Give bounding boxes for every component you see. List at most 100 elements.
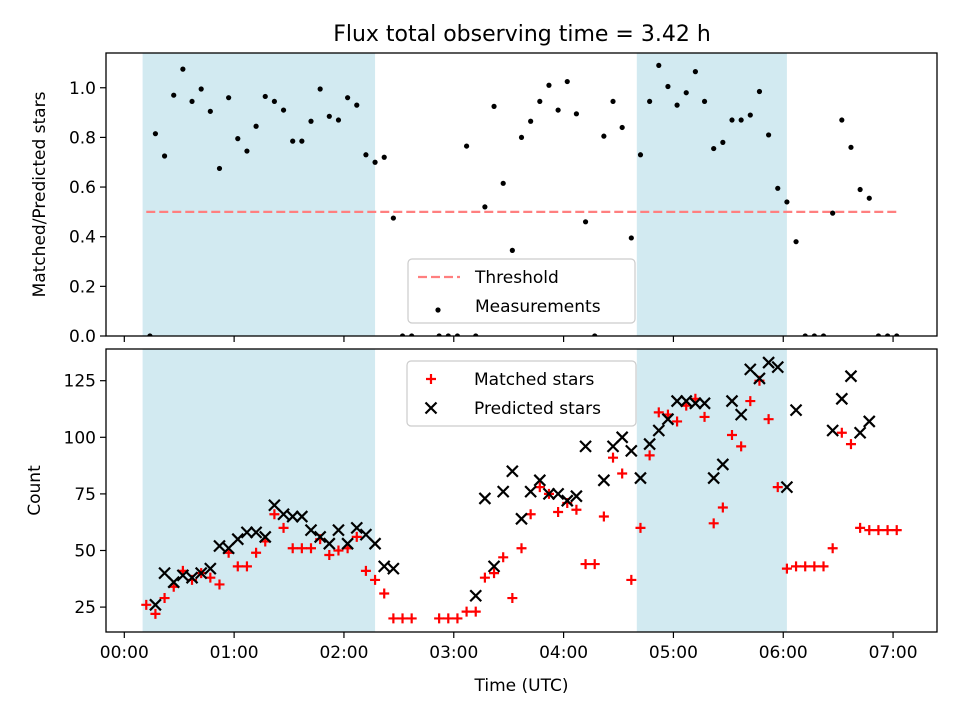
measurement-point xyxy=(335,117,342,123)
predicted-point xyxy=(332,523,345,537)
axes-frame xyxy=(105,52,938,337)
measurement-point xyxy=(180,66,186,72)
matched-point xyxy=(699,411,710,422)
matched-point xyxy=(479,572,490,583)
matched-point xyxy=(296,543,307,554)
matched-point xyxy=(589,559,600,570)
x-axis-label: Time (UTC) xyxy=(474,676,569,696)
y-tick-label: 100 xyxy=(64,428,96,448)
measurement-point xyxy=(665,83,671,90)
predicted-point xyxy=(515,512,528,526)
matched-point xyxy=(800,561,811,572)
measurement-point xyxy=(207,108,213,114)
measurement-point xyxy=(756,88,763,95)
measurement-point xyxy=(363,152,369,158)
measurement-point xyxy=(226,95,232,101)
measurement-point xyxy=(171,92,177,98)
measurement-point xyxy=(372,159,378,165)
measurement-point xyxy=(582,219,589,225)
predicted-point xyxy=(295,510,309,523)
measurement-point xyxy=(738,117,744,123)
matched-point xyxy=(241,561,252,572)
observing-window-1 xyxy=(142,53,376,336)
predicted-point xyxy=(286,510,299,523)
predicted-point xyxy=(368,537,382,550)
matched-point xyxy=(809,561,820,572)
y-tick-label: 0.0 xyxy=(69,327,96,347)
predicted-point xyxy=(377,560,391,573)
predicted-point xyxy=(524,485,537,498)
matched-point xyxy=(406,613,417,624)
measurement-point xyxy=(701,98,708,105)
y-tick-label: 0.8 xyxy=(69,128,96,148)
matched-point xyxy=(150,608,161,619)
measurement-point xyxy=(720,139,726,145)
matched-point xyxy=(608,452,619,463)
matched-point xyxy=(745,396,756,407)
predicted-point xyxy=(634,471,647,485)
measurement-point xyxy=(573,111,580,117)
predicted-point xyxy=(258,530,272,544)
predicted-point xyxy=(862,415,876,428)
matched-point xyxy=(388,613,399,624)
x-tick-label: 00:00 xyxy=(100,643,149,663)
x-tick-label: 02:00 xyxy=(319,643,368,663)
measurement-point xyxy=(491,103,497,109)
predicted-point xyxy=(560,494,574,507)
matched-point xyxy=(159,593,170,604)
predicted-point xyxy=(826,424,839,437)
x-tick-label: 06:00 xyxy=(759,643,808,663)
measurement-point xyxy=(235,136,241,142)
matched-point xyxy=(232,561,243,572)
matched-point xyxy=(836,427,847,438)
measurement-point xyxy=(674,102,680,108)
predicted-point xyxy=(625,444,638,458)
predicted-point xyxy=(469,589,483,603)
measurement-point xyxy=(839,117,845,123)
y-tick-label: 25 xyxy=(74,598,96,618)
measurement-point xyxy=(546,82,552,88)
legend-label: Predicted stars xyxy=(474,399,601,419)
predicted-point xyxy=(753,372,766,385)
matched-point xyxy=(553,507,564,518)
matched-point xyxy=(845,439,856,450)
predicted-point xyxy=(698,397,711,410)
measurement-point xyxy=(775,185,781,191)
y-tick-label: 0.4 xyxy=(69,228,96,248)
matched-point xyxy=(251,547,262,558)
matched-point xyxy=(324,550,335,561)
legend-box xyxy=(406,360,637,427)
y-tick-label: 125 xyxy=(64,372,96,392)
measurement-point xyxy=(290,138,296,144)
predicted-point xyxy=(341,537,354,550)
matched-point xyxy=(351,531,362,542)
predicted-point xyxy=(789,403,803,417)
predicted-point xyxy=(652,424,666,437)
measurement-point xyxy=(518,134,525,141)
x-tick-label: 03:00 xyxy=(429,643,478,663)
matched-point xyxy=(571,504,582,515)
matched-point xyxy=(461,606,472,617)
measurement-point xyxy=(683,90,689,96)
predicted-point xyxy=(615,431,629,444)
y-axis-label: Count xyxy=(25,465,45,516)
x-tick-label: 07:00 xyxy=(869,643,918,663)
matched-point xyxy=(635,522,646,533)
predicted-point xyxy=(167,575,181,589)
predicted-point xyxy=(679,394,693,408)
matched-point xyxy=(333,545,344,556)
predicted-point xyxy=(304,523,318,537)
matched-point xyxy=(882,525,893,536)
matched-point xyxy=(489,568,500,579)
measurement-point xyxy=(729,117,735,123)
y-tick-label: 0.2 xyxy=(69,277,96,297)
predicted-point xyxy=(707,471,720,485)
matched-point xyxy=(306,543,317,554)
predicted-point xyxy=(579,440,592,453)
measurement-point xyxy=(161,153,168,159)
legend: Threshold Measurements xyxy=(407,258,636,324)
predicted-point xyxy=(149,598,162,612)
count-panel: 25 50 75 100 125 00:00 01:00 02:00 03:00 04:00 05:… xyxy=(25,348,938,696)
matched-point xyxy=(772,482,783,493)
predicted-point xyxy=(597,474,611,487)
